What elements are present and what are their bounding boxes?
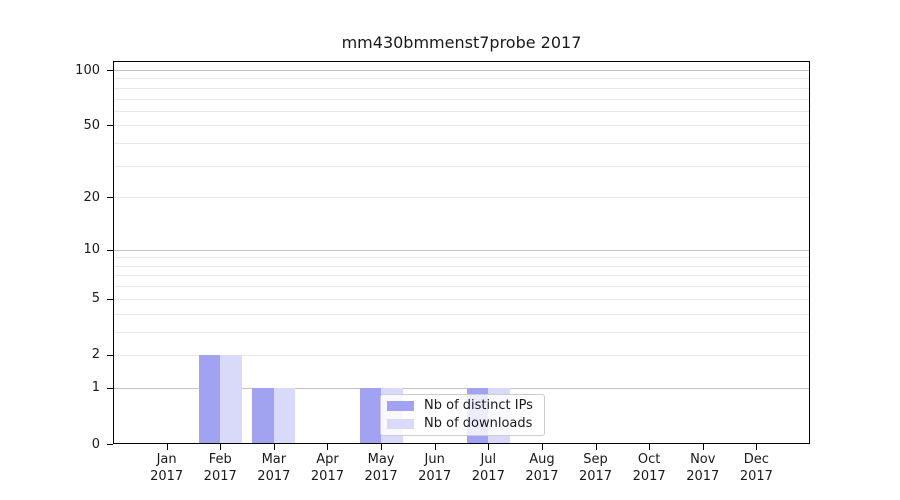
y-tick <box>107 249 113 251</box>
x-tick <box>220 444 222 450</box>
legend-swatch-distinct-ips <box>387 401 414 412</box>
y-gridline-minor <box>113 286 810 288</box>
x-tick-label: Mar 2017 <box>257 452 291 484</box>
y-tick <box>107 444 113 445</box>
x-tick-label: Sep 2017 <box>578 452 613 484</box>
x-tick-label: Feb 2017 <box>203 452 237 484</box>
x-tick <box>273 444 275 450</box>
bar-downloads <box>220 354 242 444</box>
chart-title: mm430bmmenst7probe 2017 <box>341 33 582 52</box>
x-tick <box>381 444 383 450</box>
y-gridline-major <box>113 354 810 356</box>
y-gridline-minor <box>113 331 810 333</box>
x-tick-label: Jul 2017 <box>471 452 505 484</box>
x-tick-label: Jun 2017 <box>418 452 452 484</box>
y-tick-label: 10 <box>83 242 100 258</box>
y-gridline-major <box>113 125 810 127</box>
y-gridline-minor <box>113 257 810 259</box>
y-gridline-minor <box>113 98 810 100</box>
x-tick <box>434 444 436 450</box>
x-tick <box>327 444 329 450</box>
y-gridline-major <box>113 70 810 71</box>
y-gridline-minor <box>113 78 810 80</box>
x-tick-label: Nov 2017 <box>686 452 720 484</box>
legend: Nb of distinct IPs Nb of downloads <box>380 394 545 436</box>
x-tick-label: Jan 2017 <box>150 452 184 484</box>
y-tick <box>107 387 113 389</box>
x-tick <box>488 444 490 450</box>
plot-area <box>113 61 810 444</box>
y-gridline-minor <box>113 143 810 145</box>
y-gridline-minor <box>113 313 810 315</box>
x-tick-label: May 2017 <box>364 452 398 484</box>
y-tick-label: 2 <box>91 347 100 363</box>
legend-row-downloads: Nb of downloads <box>387 415 538 432</box>
bar-downloads <box>273 387 296 444</box>
y-tick-label: 20 <box>83 189 100 205</box>
y-tick <box>107 125 113 127</box>
y-gridline-minor <box>113 110 810 112</box>
y-tick <box>107 298 113 300</box>
legend-label-downloads: Nb of downloads <box>424 415 533 431</box>
y-gridline-minor <box>113 87 810 89</box>
y-tick-label: 50 <box>83 117 100 133</box>
x-tick-label: Aug 2017 <box>525 452 559 484</box>
y-tick-label: 100 <box>75 62 100 78</box>
y-gridline-minor <box>113 265 810 267</box>
bar-distinct-ips <box>198 354 221 444</box>
x-tick-label: Oct 2017 <box>632 452 666 484</box>
x-tick <box>166 444 168 450</box>
legend-swatch-downloads <box>387 418 414 429</box>
bar-distinct-ips <box>252 387 274 444</box>
y-tick <box>107 70 113 71</box>
x-tick-label: Apr 2017 <box>310 452 344 484</box>
x-tick-label: Dec 2017 <box>739 452 773 484</box>
y-gridline-minor <box>113 275 810 277</box>
x-tick <box>541 444 543 450</box>
x-tick <box>595 444 597 450</box>
y-tick-label: 5 <box>91 291 100 307</box>
y-gridline-major <box>113 249 810 251</box>
y-tick-label: 1 <box>91 380 100 396</box>
x-tick <box>649 444 651 450</box>
y-gridline-minor <box>113 165 810 167</box>
y-gridline-major <box>113 387 810 389</box>
y-gridline-major <box>113 197 810 199</box>
y-tick-label: 0 <box>91 436 100 452</box>
y-gridline-major <box>113 298 810 300</box>
legend-label-distinct-ips: Nb of distinct IPs <box>424 398 533 414</box>
x-tick <box>702 444 704 450</box>
x-tick <box>756 444 758 450</box>
y-tick <box>107 197 113 199</box>
y-tick <box>107 354 113 356</box>
legend-row-distinct-ips: Nb of distinct IPs <box>387 399 538 414</box>
bar-distinct-ips <box>359 387 382 444</box>
